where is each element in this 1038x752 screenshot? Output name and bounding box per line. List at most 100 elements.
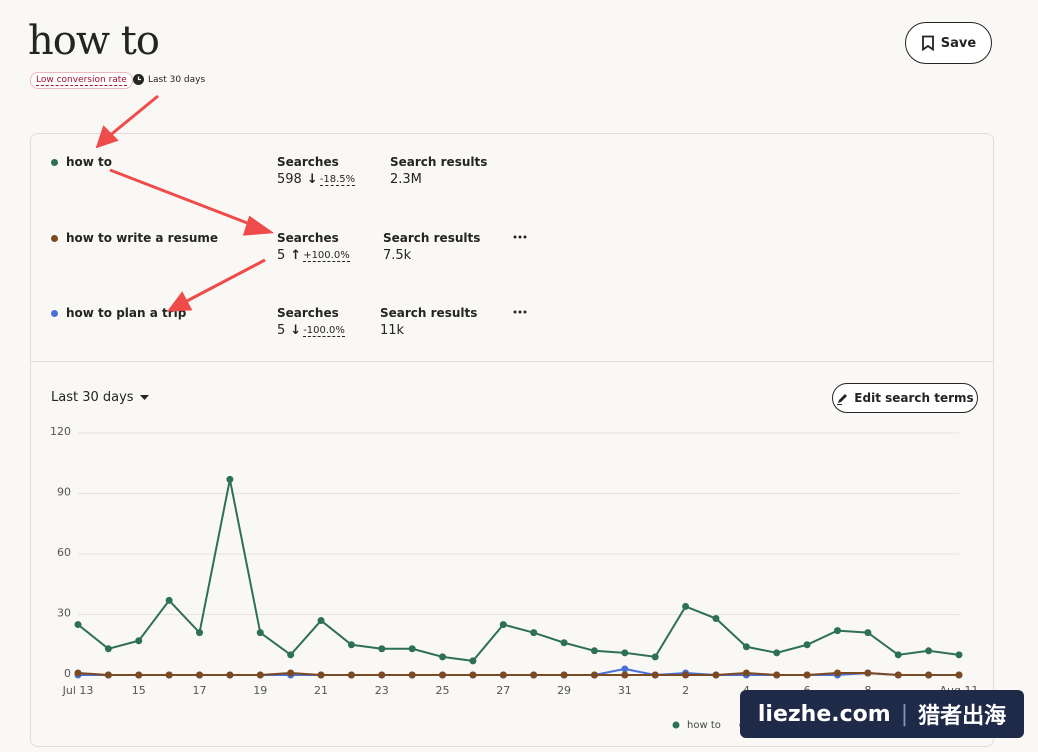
searches-value: 598 ↓ -18.5% <box>277 172 356 187</box>
x-tick-label: 27 <box>496 684 510 697</box>
searches-label: Searches <box>277 155 339 169</box>
bookmark-icon <box>921 35 934 51</box>
x-tick-label: 31 <box>618 684 632 697</box>
term-label: how to plan a trip <box>66 306 187 320</box>
data-point <box>226 671 234 679</box>
data-point <box>894 651 902 659</box>
data-point <box>104 671 112 679</box>
data-point <box>560 671 568 679</box>
searches: Searches 5 ↓ -100.0% <box>277 306 345 338</box>
data-point <box>590 671 598 679</box>
searches-label: Searches <box>277 306 339 320</box>
wm-brand: 猎者出海 <box>918 704 1007 729</box>
data-point <box>833 669 841 677</box>
y-tick-label: 120 <box>50 425 71 438</box>
data-point <box>712 615 720 623</box>
data-point <box>682 602 690 610</box>
divider <box>31 361 993 362</box>
data-point <box>955 651 963 659</box>
card <box>30 133 994 747</box>
term-dot <box>51 309 58 317</box>
data-point <box>833 627 841 635</box>
data-point <box>196 671 204 679</box>
series-line <box>77 671 959 676</box>
term-name: how to write a resume <box>51 231 218 245</box>
change-value: -100.0% <box>303 324 345 337</box>
data-point <box>803 671 811 679</box>
change: ↑ +100.0% <box>290 248 350 263</box>
edit-button[interactable]: Edit search terms <box>832 383 978 413</box>
x-tick-label: 23 <box>375 684 389 697</box>
term-row: how to write a resume Searches 5 ↑ +100.0% Se… <box>51 231 551 271</box>
more-dot <box>513 235 517 239</box>
data-point <box>317 617 325 625</box>
data-point <box>165 596 173 604</box>
data-point <box>864 629 872 637</box>
data-point <box>287 651 295 659</box>
results-value: 2.3M <box>390 172 422 187</box>
data-point <box>925 671 933 679</box>
edit-label: Edit search terms <box>854 391 974 405</box>
term-name: how to plan a trip <box>51 306 186 320</box>
data-point <box>196 629 204 637</box>
term-dot <box>51 234 58 242</box>
data-point <box>773 671 781 679</box>
x-tick-label: 15 <box>132 684 146 697</box>
x-tick-label: 17 <box>193 684 207 697</box>
legend-dot <box>672 721 680 729</box>
data-point <box>135 637 143 645</box>
change-value: +100.0% <box>303 249 350 262</box>
more-dot <box>523 235 527 239</box>
watermark: liezhe.com | 猎者出海 <box>740 690 1024 738</box>
range-dropdown[interactable]: Last 30 days <box>51 390 149 405</box>
clock-icon <box>133 74 144 85</box>
data-point <box>317 671 325 679</box>
results-label: Search results <box>390 155 488 169</box>
data-point <box>256 671 264 679</box>
term-name: how to <box>51 155 112 169</box>
more-dot <box>518 310 522 314</box>
data-point <box>439 653 447 661</box>
annotation-arrows <box>95 94 275 312</box>
x-tick-label: 25 <box>436 684 450 697</box>
results-label: Search results <box>383 231 481 245</box>
save-button[interactable]: Save <box>905 22 992 64</box>
data-point <box>499 671 507 679</box>
searches-count: 5 <box>277 323 286 338</box>
data-point <box>925 647 933 655</box>
change-arrow: ↓ <box>290 323 302 338</box>
y-tick-label: 0 <box>64 667 71 680</box>
data-point <box>287 669 295 677</box>
more-dot <box>513 310 517 314</box>
y-tick-label: 30 <box>57 607 71 620</box>
data-point <box>864 669 872 677</box>
data-point <box>135 671 143 679</box>
searches-label: Searches <box>277 231 339 245</box>
data-point <box>530 629 538 637</box>
searches: Searches 5 ↑ +100.0% <box>277 231 350 263</box>
data-point <box>651 653 659 661</box>
range-label: Last 30 days <box>51 390 134 405</box>
data-point <box>590 647 598 655</box>
data-point <box>499 621 507 629</box>
more-icon <box>513 310 527 314</box>
data-point <box>74 669 82 677</box>
searches: Searches 598 ↓ -18.5% <box>277 155 356 187</box>
period: Last 30 days <box>133 74 205 85</box>
results-value: 11k <box>380 323 405 338</box>
x-tick-label: 29 <box>557 684 571 697</box>
change: ↓ -100.0% <box>290 323 345 338</box>
data-point <box>469 671 477 679</box>
wm-sep: | <box>900 701 909 727</box>
data-point <box>530 671 538 679</box>
results-value: 7.5k <box>383 248 412 263</box>
data-point <box>165 671 173 679</box>
more-dot <box>523 310 527 314</box>
term-dot <box>51 158 58 166</box>
badge-text: Low conversion rate <box>36 75 127 86</box>
data-point <box>408 671 416 679</box>
y-tick-label: 60 <box>57 546 71 559</box>
data-point <box>712 671 720 679</box>
data-point <box>682 671 690 679</box>
